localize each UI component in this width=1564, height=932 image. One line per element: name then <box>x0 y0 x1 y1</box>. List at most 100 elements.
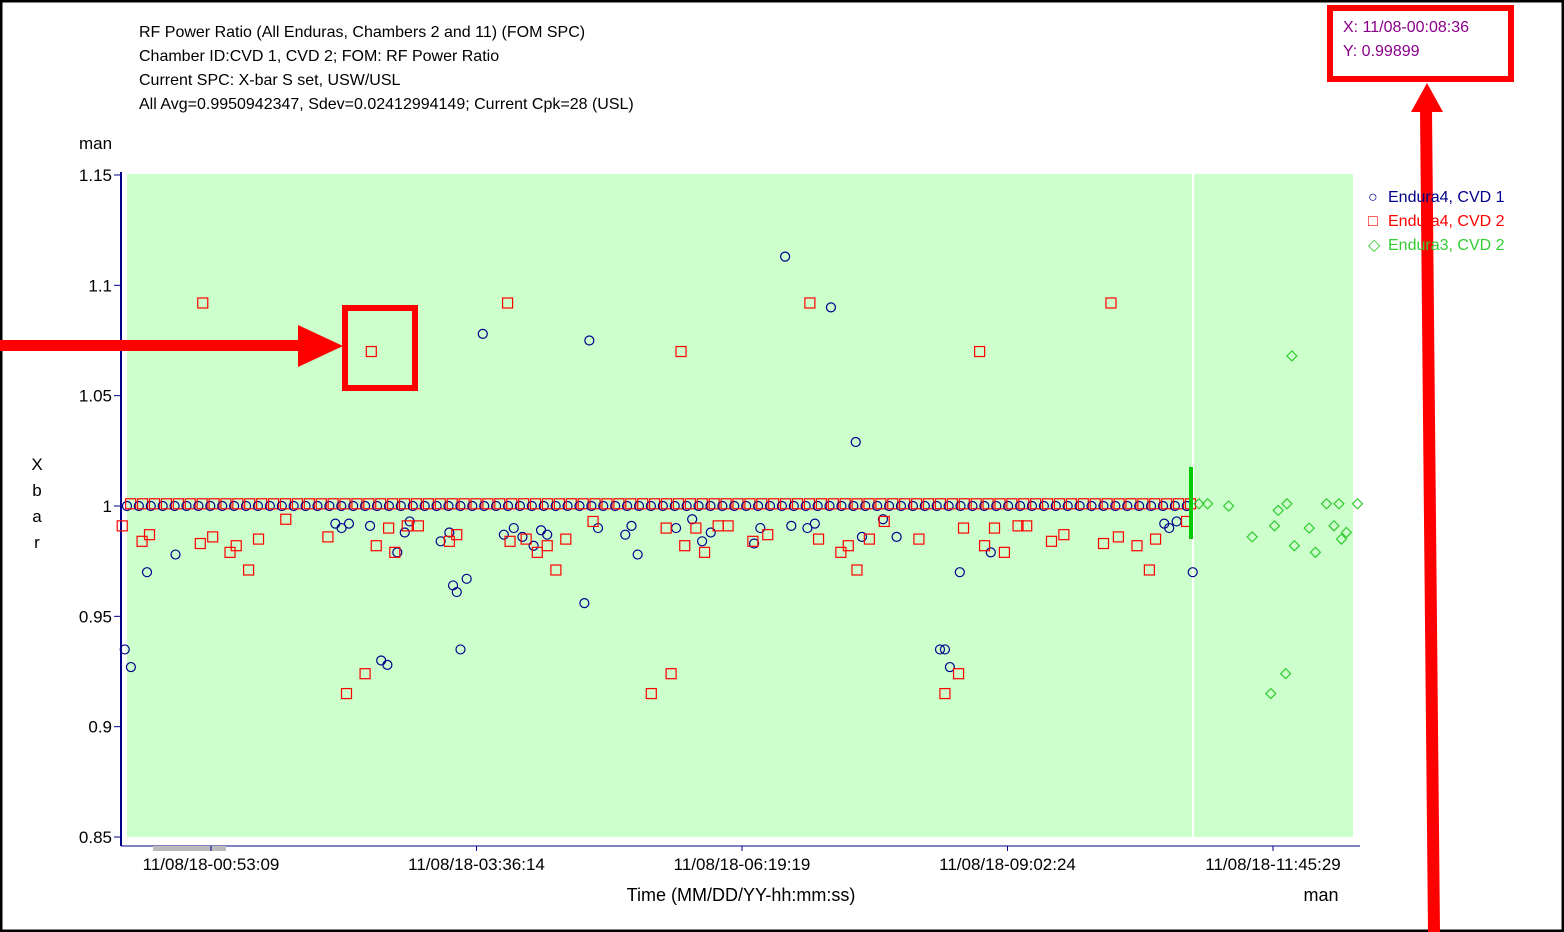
point-square <box>136 535 148 547</box>
point-square <box>899 498 911 510</box>
point-circle <box>687 514 698 525</box>
point-circle <box>705 500 716 512</box>
point-diamond <box>1264 687 1277 700</box>
point-square <box>601 498 613 510</box>
point-circle <box>931 500 942 512</box>
annotation-box-point <box>342 305 418 391</box>
point-diamond <box>1272 504 1285 517</box>
point-diamond <box>1303 522 1316 534</box>
point-circle <box>574 500 585 512</box>
circle-icon: ○ <box>1368 189 1378 206</box>
point-circle <box>741 500 752 512</box>
point-circle <box>1157 500 1169 512</box>
point-square <box>230 540 242 552</box>
point-square <box>747 535 759 547</box>
point-square <box>851 498 863 510</box>
point-square <box>232 498 244 510</box>
point-circle <box>1145 500 1157 512</box>
point-circle <box>252 500 264 512</box>
point-circle <box>395 500 406 512</box>
point-circle <box>1187 567 1198 578</box>
point-circle <box>717 500 728 512</box>
point-square <box>315 498 327 510</box>
legend-item[interactable]: □ Endura4, CVD 2 <box>1368 212 1505 232</box>
point-square <box>1012 520 1024 532</box>
point-square <box>958 498 970 510</box>
y-tick-label: 0.85 <box>79 828 112 847</box>
legend-item[interactable]: ◇ Endura3, CVD 2 <box>1368 236 1505 256</box>
point-circle <box>229 500 240 512</box>
point-square <box>172 498 184 510</box>
point-circle <box>632 549 643 560</box>
point-square <box>815 498 827 510</box>
point-square <box>550 564 562 576</box>
point-diamond <box>1309 546 1322 559</box>
point-circle <box>877 514 889 525</box>
point-square <box>451 529 463 541</box>
point-circle <box>967 500 978 512</box>
point-circle <box>514 500 526 512</box>
point-circle <box>542 529 553 540</box>
point-circle <box>1003 500 1014 512</box>
point-square <box>698 546 711 558</box>
point-square <box>625 498 637 510</box>
point-square <box>1149 498 1161 510</box>
point-square <box>645 687 657 700</box>
point-circle <box>645 500 657 512</box>
point-square <box>340 687 353 700</box>
legend-item[interactable]: ○ Endura4, CVD 1 <box>1368 188 1505 208</box>
point-square <box>1018 498 1030 510</box>
point-circle <box>435 536 446 547</box>
point-square <box>224 546 236 558</box>
point-square <box>565 498 577 510</box>
point-circle <box>119 644 130 655</box>
y-label-char: r <box>34 533 40 552</box>
point-circle <box>399 527 410 538</box>
point-square <box>363 498 375 510</box>
square-icon: □ <box>1368 213 1378 230</box>
point-circle <box>477 328 488 339</box>
point-square <box>970 498 982 510</box>
point-square <box>720 498 732 510</box>
point-circle <box>526 500 537 512</box>
point-circle <box>240 500 252 512</box>
legend-label: Endura4, CVD 2 <box>1388 213 1505 230</box>
point-circle <box>850 436 861 448</box>
point-square <box>470 498 482 510</box>
point-square <box>722 520 734 532</box>
point-square <box>660 498 673 510</box>
point-square <box>1053 498 1066 510</box>
point-circle <box>584 335 595 346</box>
point-circle <box>1086 500 1097 512</box>
point-diamond <box>1320 497 1333 510</box>
point-square <box>327 498 339 510</box>
point-circle <box>1169 500 1180 512</box>
point-square <box>136 498 149 510</box>
diamond-icon: ◇ <box>1368 237 1381 254</box>
x-scroll-thumb[interactable] <box>153 846 226 851</box>
point-square <box>1131 540 1143 552</box>
point-square <box>863 498 875 510</box>
point-circle <box>848 500 859 512</box>
point-circle <box>633 500 645 512</box>
point-square <box>851 564 863 576</box>
point-square <box>1021 520 1033 532</box>
point-diamond <box>1288 539 1301 552</box>
point-circle <box>883 500 895 512</box>
point-square <box>946 498 958 510</box>
point-circle <box>802 522 813 534</box>
point-square <box>982 498 994 510</box>
point-square <box>375 498 387 510</box>
point-circle <box>431 500 442 512</box>
point-square <box>482 498 494 510</box>
data-points <box>116 251 1364 700</box>
point-diamond <box>1286 350 1298 362</box>
point-circle <box>288 500 299 512</box>
point-circle <box>979 500 990 512</box>
plot-area[interactable] <box>127 174 1353 837</box>
point-square <box>842 540 854 552</box>
point-square <box>803 498 816 510</box>
point-square <box>696 498 708 510</box>
